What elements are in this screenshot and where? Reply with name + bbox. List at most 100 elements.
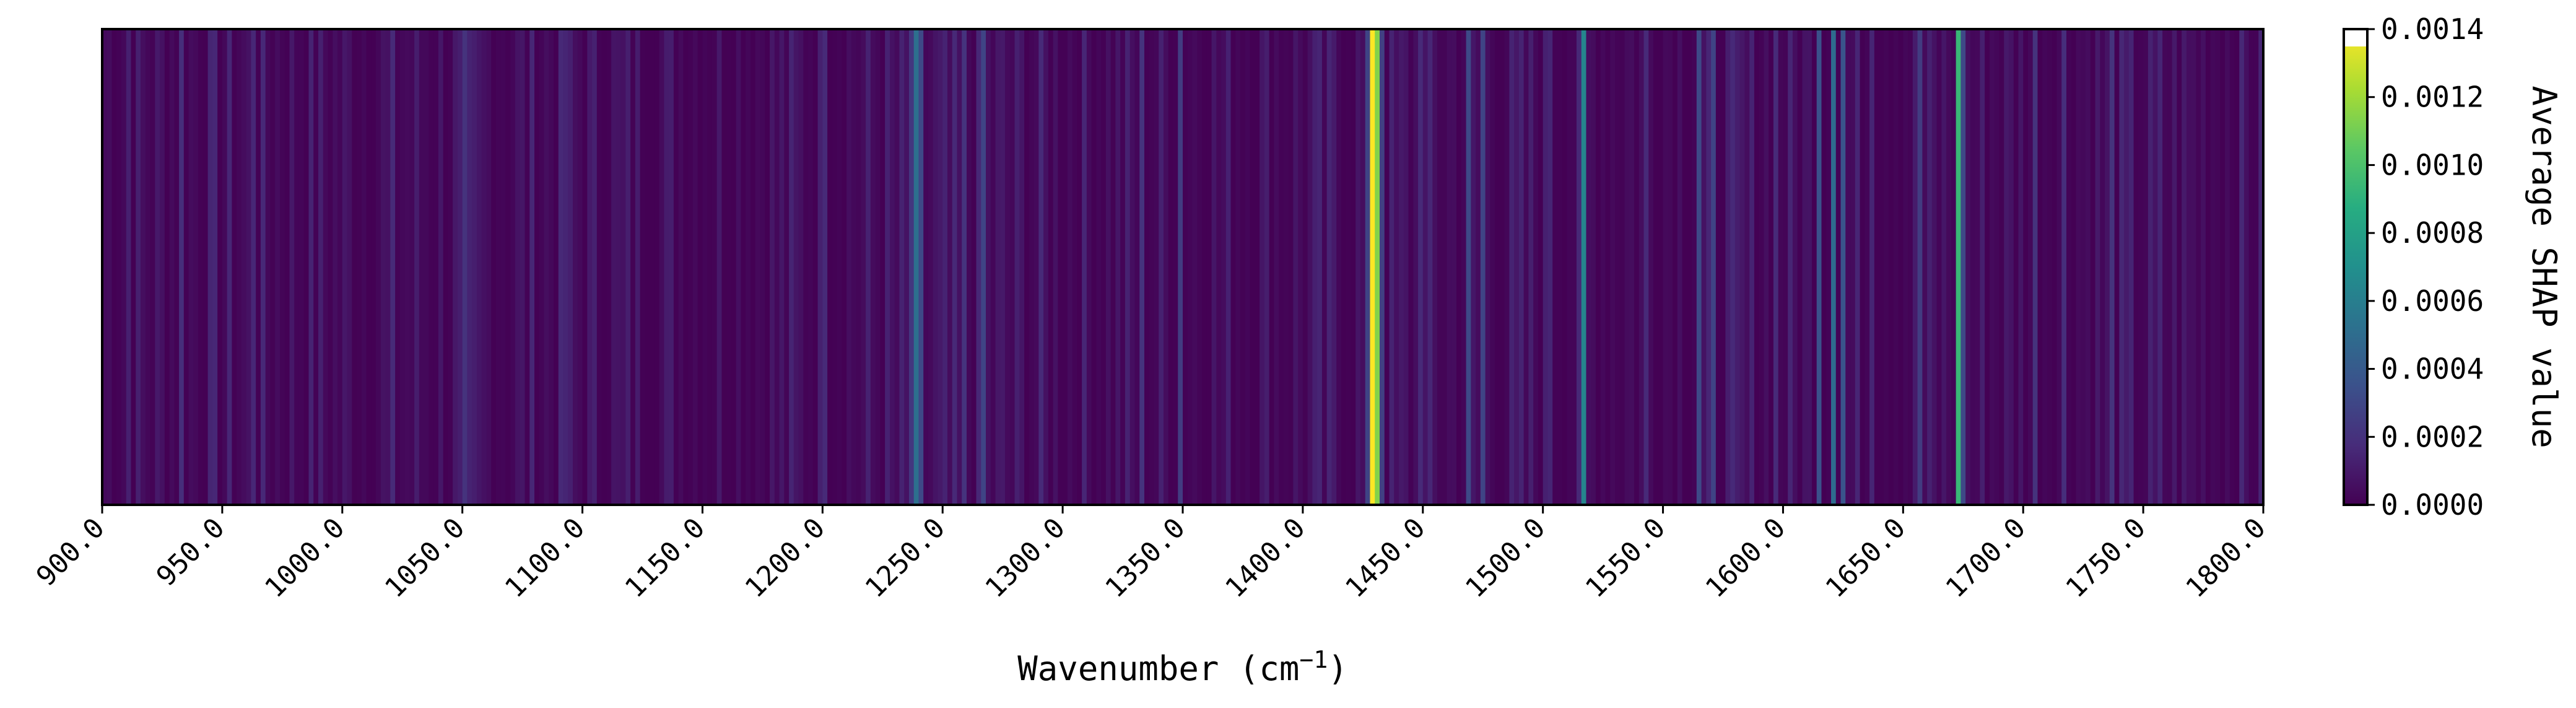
heatmap-stripe xyxy=(1192,29,1198,505)
heatmap-stripe xyxy=(1514,29,1520,505)
heatmap-stripe xyxy=(1739,29,1745,505)
heatmap-stripe xyxy=(279,29,285,505)
heatmap-stripe xyxy=(1456,29,1462,505)
colorbar-tick-label: 0.0012 xyxy=(2381,81,2484,114)
heatmap-stripe xyxy=(160,29,165,505)
heatmap-stripe xyxy=(899,29,905,505)
heatmap-stripe xyxy=(1912,29,1918,505)
heatmap-stripe xyxy=(1005,29,1011,505)
heatmap-stripe xyxy=(2138,29,2144,505)
heatmap-stripe xyxy=(947,29,953,505)
heatmap-stripe xyxy=(1149,29,1155,505)
x-tick-label: 1500.0 xyxy=(1460,512,1551,604)
x-tick-label: 1700.0 xyxy=(1940,512,2032,604)
x-tick-label: 950.0 xyxy=(150,512,231,593)
heatmap-stripe xyxy=(385,29,391,505)
heatmap-stripe xyxy=(1917,29,1923,505)
heatmap-stripe xyxy=(313,29,319,505)
heatmap-stripe xyxy=(1365,29,1371,505)
heatmap-stripe xyxy=(256,29,261,505)
heatmap-stripe xyxy=(1134,29,1140,505)
heatmap-stripe xyxy=(2071,29,2077,505)
heatmap-stripe xyxy=(1734,29,1741,505)
heatmap-stripe xyxy=(913,29,920,505)
heatmap-stripe xyxy=(424,29,429,505)
heatmap-stripe xyxy=(1375,29,1380,505)
heatmap-stripe xyxy=(1499,29,1505,505)
heatmap-stripe xyxy=(746,29,751,505)
heatmap-stripe xyxy=(1403,29,1409,505)
heatmap-stripe xyxy=(558,29,564,505)
heatmap-stripe xyxy=(1173,29,1178,505)
heatmap-stripe xyxy=(2052,29,2058,505)
heatmap-stripe xyxy=(904,29,910,505)
heatmap-stripe xyxy=(2239,29,2245,505)
heatmap-stripe xyxy=(2162,29,2168,505)
heatmap-stripe xyxy=(1389,29,1395,505)
heatmap-stripe xyxy=(577,29,583,505)
heatmap-stripe xyxy=(1956,29,1961,505)
heatmap-stripe xyxy=(486,29,492,505)
heatmap-stripe xyxy=(2061,29,2067,505)
heatmap-stripe xyxy=(1811,29,1817,505)
heatmap-stripe xyxy=(1029,29,1035,505)
heatmap-stripe xyxy=(1183,29,1188,505)
heatmap-stripe xyxy=(659,29,664,505)
heatmap-stripe xyxy=(2095,29,2100,505)
heatmap-stripe xyxy=(1043,29,1049,505)
heatmap-stripe xyxy=(284,29,290,505)
heatmap-stripe xyxy=(1600,29,1606,505)
heatmap-stripe xyxy=(1855,29,1861,505)
heatmap-stripe xyxy=(933,29,939,505)
heatmap-stripe xyxy=(1994,29,2000,505)
heatmap-stripe xyxy=(866,29,871,505)
heatmap-stripe xyxy=(2081,29,2086,505)
heatmap-stripe xyxy=(155,29,160,505)
heatmap-stripe xyxy=(678,29,684,505)
heatmap-stripe xyxy=(1471,29,1476,505)
heatmap-stripe xyxy=(1677,29,1683,505)
heatmap-stripe xyxy=(2167,29,2173,505)
heatmap-stripe xyxy=(1221,29,1227,505)
heatmap-stripe xyxy=(1091,29,1097,505)
heatmap-stripe xyxy=(1326,29,1333,505)
heatmap-stripe xyxy=(2133,29,2139,505)
heatmap-stripe xyxy=(1495,29,1500,505)
heatmap-stripe xyxy=(1260,29,1265,505)
heatmap-stripe xyxy=(419,29,425,505)
colorbar-tick-label: 0.0008 xyxy=(2381,216,2484,250)
heatmap-stripe xyxy=(1711,29,1717,505)
heatmap-stripe xyxy=(1773,29,1779,505)
heatmap-stripe xyxy=(1567,29,1572,505)
heatmap-stripe xyxy=(1754,29,1760,505)
heatmap-stripe xyxy=(1288,29,1294,505)
heatmap-stripe xyxy=(481,29,487,505)
heatmap-stripe xyxy=(1139,29,1145,505)
heatmap-stripe xyxy=(2128,29,2134,505)
heatmap-stripe xyxy=(596,29,603,505)
heatmap-stripe xyxy=(131,29,136,505)
heatmap-stripe xyxy=(923,29,929,505)
heatmap-stripe xyxy=(347,29,352,505)
heatmap-stripe xyxy=(534,29,540,505)
heatmap-stripe xyxy=(328,29,333,505)
heatmap-stripe xyxy=(1783,29,1788,505)
heatmap-stripe xyxy=(1437,29,1443,505)
heatmap-stripe xyxy=(2243,29,2250,505)
colorbar-tick-label: 0.0014 xyxy=(2381,12,2484,46)
heatmap-stripe xyxy=(812,29,819,505)
heatmap-stripe xyxy=(376,29,381,505)
heatmap-stripe xyxy=(174,29,180,505)
heatmap-stripe xyxy=(2157,29,2163,505)
heatmap-stripe xyxy=(650,29,655,505)
heatmap-stripe xyxy=(404,29,410,505)
heatmap-stripe xyxy=(1476,29,1481,505)
heatmap-stripe xyxy=(1461,29,1467,505)
heatmap-stripe xyxy=(241,29,247,505)
heatmap-stripe xyxy=(1490,29,1495,505)
heatmap-stripe xyxy=(1523,29,1529,505)
heatmap-stripe xyxy=(1321,29,1328,505)
heatmap-stripe xyxy=(2100,29,2105,505)
heatmap-stripe xyxy=(294,29,300,505)
